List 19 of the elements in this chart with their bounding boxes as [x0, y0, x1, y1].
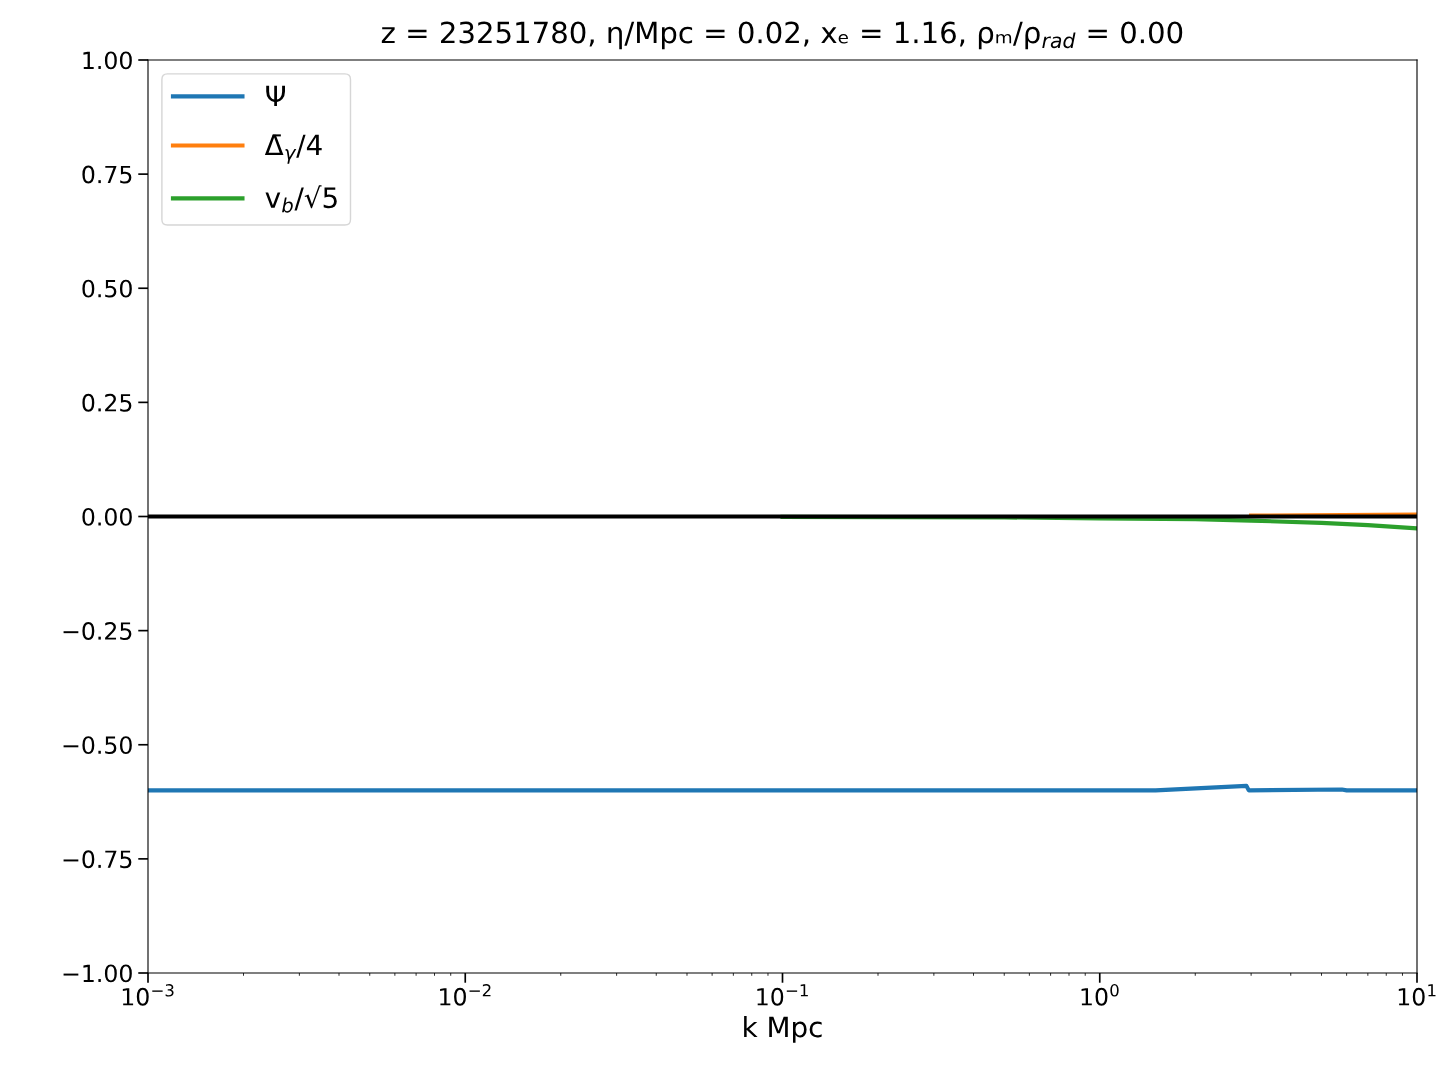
x-tick-label: 10$^{−2}$ — [440, 984, 491, 1006]
y-tick-label: −1.00 — [63, 964, 132, 983]
legend-label: v$_{b}$/√5 — [265, 185, 337, 213]
y-tick-label: 0.75 — [82, 165, 132, 184]
x-tick-label: 10$^{1}$ — [1398, 984, 1436, 1006]
chart-title: z = 23251780, η/Mpc = 0.02, xₑ = 1.16, ρₘ/ρ$_{rad}$ = 0.00 — [381, 21, 1183, 50]
y-tick-label: 0.25 — [82, 393, 132, 412]
y-tick-label: 0.50 — [82, 279, 132, 298]
y-tick-label: −0.25 — [63, 622, 132, 640]
x-tick-label: 10$^{0}$ — [1081, 984, 1119, 1006]
y-tick-label: −0.75 — [63, 850, 132, 869]
y-tick-label: −0.50 — [63, 736, 132, 755]
y-tick-label: 1.00 — [83, 51, 132, 70]
y-tick-label: 0.00 — [82, 507, 132, 526]
x-axis-title: k Mpc — [744, 1015, 822, 1043]
x-tick-label: 10$^{−3}$ — [122, 984, 174, 1006]
legend-label: Ψ — [266, 85, 285, 107]
legend-label: Δ̄$_{γ}$/4 — [264, 134, 322, 164]
x-tick-label: 10$^{−1}$ — [757, 984, 808, 1006]
